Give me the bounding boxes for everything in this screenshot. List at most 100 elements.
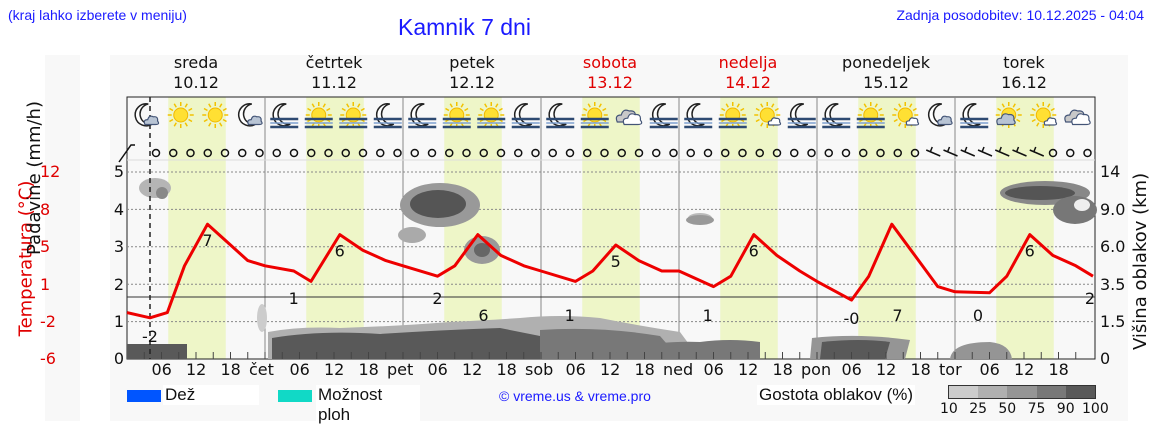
daylight-bands	[168, 97, 1054, 359]
calm-wind-icon	[548, 148, 557, 158]
wind-barb-icon	[118, 144, 135, 163]
calm-wind-icon	[876, 148, 885, 158]
cloud-scale-swatch	[1065, 386, 1096, 398]
region-menu-note[interactable]: (kraj lahko izberete v meniju)	[8, 7, 187, 23]
svg-text:1: 1	[565, 306, 575, 325]
day-date: 10.12	[173, 73, 219, 92]
cloud-scale-label: 25	[969, 401, 988, 417]
calm-wind-icon	[1048, 148, 1058, 158]
cloud-scale-label: 50	[998, 401, 1017, 417]
temp-tick: -6	[40, 349, 56, 368]
x-tick-label: 18	[772, 360, 793, 379]
day-date: 13.12	[587, 73, 633, 92]
day-header-4: nedelja 14.12	[679, 53, 817, 93]
calm-wind-icon	[289, 148, 299, 158]
x-tick-label: sob	[525, 360, 554, 379]
cloud-scale-swatch	[1007, 386, 1037, 398]
showers-legend-swatch	[278, 390, 312, 402]
calm-wind-icon	[910, 148, 920, 158]
calm-wind-icon	[203, 148, 212, 158]
calm-wind-icon	[341, 148, 350, 158]
rain-tick: 5	[113, 162, 124, 181]
calm-wind-icon	[703, 148, 713, 158]
calm-wind-icon	[583, 148, 592, 158]
moon-fog-icon	[649, 103, 678, 129]
sun-small-cloud-icon	[892, 102, 920, 128]
temperature-line	[126, 222, 1094, 320]
calm-wind-icon	[841, 148, 851, 158]
cloud-height-tick: 0	[1100, 349, 1111, 368]
calm-wind-icon	[755, 148, 764, 158]
temperature-labels: -2 7 1 6 2 6 1 5 1 6 -0 7 0 6 2	[142, 231, 1095, 346]
cloud-icon	[1064, 109, 1091, 126]
calm-wind-icon	[496, 148, 506, 158]
calm-wind-icon	[393, 148, 402, 158]
x-tick-label: 18	[358, 360, 379, 379]
svg-text:1: 1	[289, 289, 299, 308]
day-name: sobota	[582, 53, 638, 72]
moon-cloud-icon	[237, 103, 263, 127]
svg-text:5: 5	[611, 252, 621, 271]
day-name: četrtek	[305, 53, 363, 72]
calm-wind-icon	[462, 148, 471, 158]
calm-wind-icon	[151, 148, 161, 158]
x-tick-label: 12	[876, 360, 897, 379]
calm-wind-icon	[220, 148, 230, 158]
calm-wind-icon	[1066, 148, 1075, 158]
x-tick-label: 18	[496, 360, 517, 379]
calm-wind-icon	[255, 148, 264, 158]
calm-wind-icon	[410, 148, 419, 158]
moon-fog-icon	[684, 103, 713, 129]
x-tick-label: tor	[939, 360, 962, 379]
svg-text:2: 2	[1085, 289, 1095, 308]
cloud-density-label: Gostota oblakov (%)	[757, 385, 916, 405]
svg-text:1: 1	[703, 306, 713, 325]
x-tick-label: 12	[462, 360, 483, 379]
calm-wind-icon	[824, 148, 833, 158]
calm-wind-icon	[358, 148, 368, 158]
calm-wind-icon	[445, 148, 454, 158]
wind-row	[118, 144, 1092, 163]
temp-axis-panel	[45, 55, 80, 421]
moon-fog-icon	[270, 103, 299, 129]
cloud-height-tick: 1.5	[1100, 312, 1126, 331]
cloud-scale-label: 90	[1056, 401, 1075, 417]
moon-fog-icon	[408, 103, 437, 129]
day-header-5: ponedeljek 15.12	[817, 53, 955, 93]
rain-tick: 4	[113, 200, 124, 219]
temp-tick: 5	[40, 237, 51, 256]
moon-cloud-icon	[134, 103, 160, 127]
sun-fog-icon	[442, 102, 471, 129]
x-tick-label: 18	[220, 360, 241, 379]
calm-wind-icon	[531, 148, 540, 158]
cloud-scale-swatch	[978, 386, 1008, 398]
cloud-height-tick: 6.0	[1100, 237, 1126, 256]
moon-fog-icon	[822, 103, 851, 129]
rain-legend-swatch	[127, 390, 161, 402]
sun-fog-icon	[580, 102, 609, 129]
sun-fog-icon	[339, 102, 368, 129]
calm-wind-icon	[807, 148, 816, 158]
wind-barb-icon	[960, 149, 976, 157]
x-tick-label: 06	[841, 360, 862, 379]
moon-fog-icon	[373, 103, 402, 129]
day-date: 12.12	[449, 73, 495, 92]
svg-text:6: 6	[749, 242, 759, 261]
x-tick-label: 06	[427, 360, 448, 379]
cloud-scale-swatch	[1036, 386, 1066, 398]
day-name: torek	[1003, 53, 1045, 72]
last-update: Zadnja posodobitev: 10.12.2025 - 04:04	[896, 7, 1144, 23]
moon-fog-icon	[511, 103, 540, 129]
x-tick-label: pet	[387, 360, 414, 379]
copyright-link[interactable]: © vreme.us & vreme.pro	[499, 388, 651, 404]
calm-wind-icon	[600, 148, 609, 158]
x-tick-label: ned	[663, 360, 694, 379]
rain-tick: 3	[113, 237, 124, 256]
moon-fog-icon	[960, 103, 989, 129]
x-tick-label: 12	[600, 360, 621, 379]
cloud-scale-label: 75	[1027, 401, 1046, 417]
day-header-1: četrtek 11.12	[265, 53, 403, 93]
svg-text:6: 6	[478, 306, 488, 325]
sun-fog-icon	[477, 102, 506, 129]
wind-barb-icon	[1029, 149, 1045, 157]
